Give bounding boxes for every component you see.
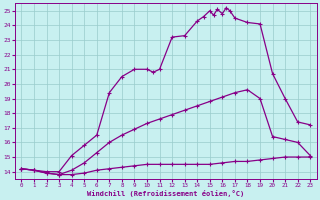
X-axis label: Windchill (Refroidissement éolien,°C): Windchill (Refroidissement éolien,°C) [87, 190, 244, 197]
